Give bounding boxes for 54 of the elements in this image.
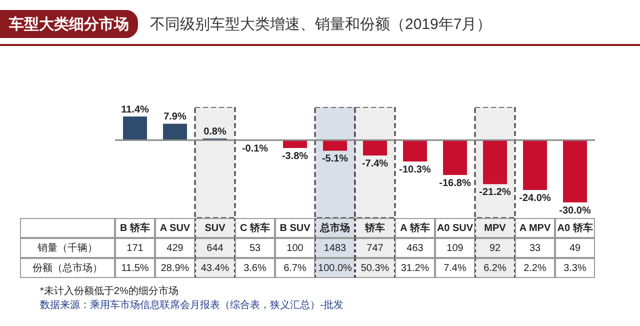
text: 3.3%	[555, 258, 595, 278]
data-label: 7.9%	[164, 112, 187, 123]
text: 7.4%	[435, 258, 475, 278]
x-tick-label: MPV	[475, 218, 515, 238]
text: 49	[555, 238, 595, 258]
data-label: -10.3%	[399, 164, 431, 176]
text: *未计入份额低于2%的细分市场	[40, 284, 178, 298]
text: 份额（总市场）	[20, 258, 115, 278]
data-label: -21.2%	[479, 187, 511, 198]
x-tick-label: 轿车	[355, 218, 395, 238]
text: 销量（千辆）	[20, 238, 115, 258]
x-tick-label: B SUV	[275, 218, 315, 238]
x-tick-label: A SUV	[155, 218, 195, 238]
text: 100	[275, 238, 315, 258]
data-label: -24.0%	[519, 192, 551, 204]
text: 50.3%	[355, 258, 395, 278]
text: 3.6%	[235, 258, 275, 278]
text: 1483	[315, 238, 355, 258]
chart-subtitle: 不同级别车型大类增速、销量和份额（2019年7月）	[150, 15, 492, 34]
text: 11.5%	[115, 258, 155, 278]
text: 644	[195, 238, 235, 258]
text: 31.2%	[395, 258, 435, 278]
data-label: -0.1%	[242, 143, 268, 154]
x-tick-label: A0 轿车	[555, 218, 595, 238]
data-label: -7.4%	[362, 158, 388, 170]
text: 53	[235, 238, 275, 258]
text: 6.7%	[275, 258, 315, 278]
chart-title: 车型大类细分市场	[0, 10, 138, 38]
text: 171	[115, 238, 155, 258]
text: 100.0%	[315, 258, 355, 278]
text: 6.2%	[475, 258, 515, 278]
text: 92	[475, 238, 515, 258]
text: 43.4%	[195, 258, 235, 278]
x-tick-label: A MPV	[515, 218, 555, 238]
text: 28.9%	[155, 258, 195, 278]
x-tick-label: SUV	[195, 218, 235, 238]
text: 747	[355, 238, 395, 258]
x-tick-label: 总市场	[315, 218, 355, 238]
x-tick-label: A0 SUV	[435, 218, 475, 238]
x-tick-label: B 轿车	[115, 218, 155, 238]
text: 33	[515, 238, 555, 258]
data-label: -5.1%	[322, 154, 348, 165]
text: 2.2%	[515, 258, 555, 278]
text: 463	[395, 238, 435, 258]
data-label: 11.4%	[121, 104, 150, 116]
data-label: -16.8%	[439, 178, 471, 190]
data-label: -30.0%	[559, 205, 591, 216]
text: 109	[435, 238, 475, 258]
x-tick-label: C 轿车	[235, 218, 275, 238]
x-tick-label: A 轿车	[395, 218, 435, 238]
text: 429	[155, 238, 195, 258]
source-note: 数据来源：乘用车市场信息联席会月报表（综合表，狭义汇总）-批发	[40, 298, 344, 312]
data-label: -3.8%	[282, 151, 308, 162]
data-label: 0.8%	[204, 126, 227, 138]
